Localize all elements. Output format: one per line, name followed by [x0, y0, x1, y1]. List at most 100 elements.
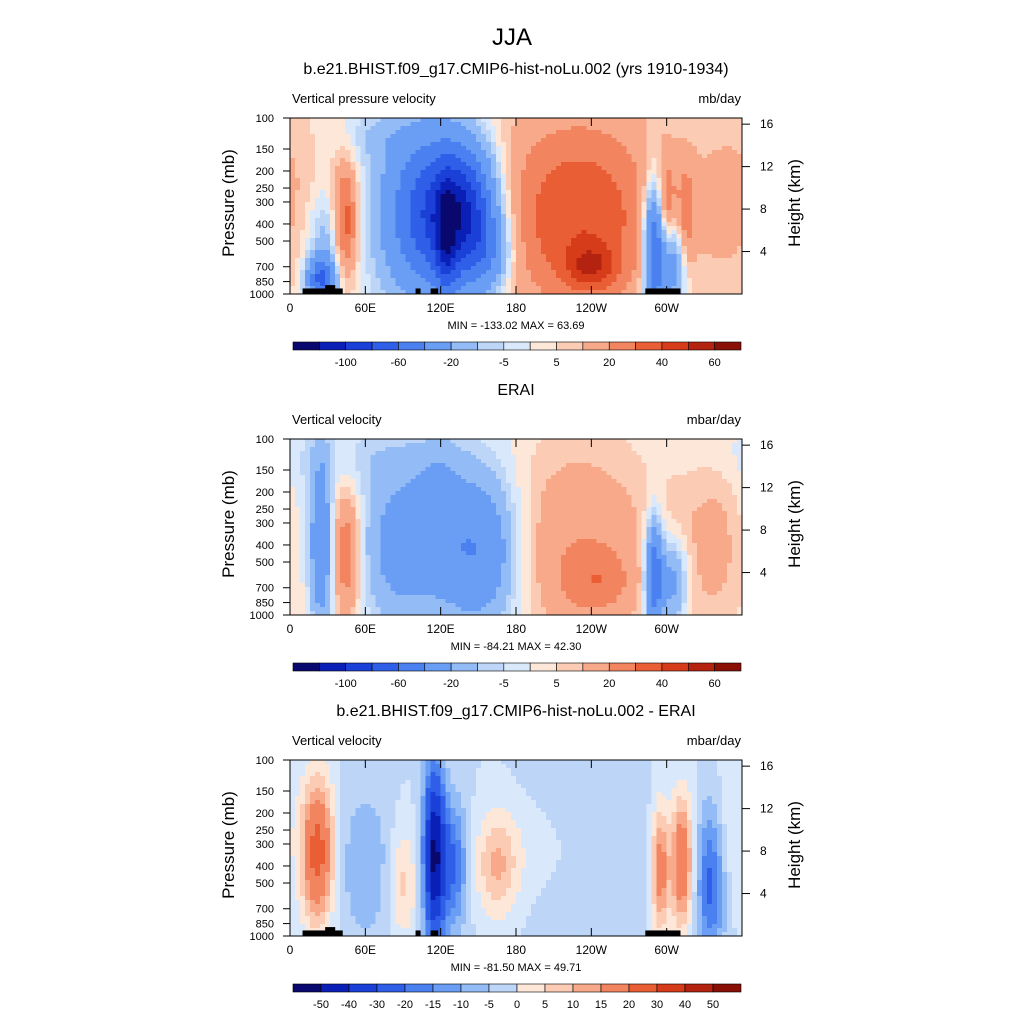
heatmap-cell [305, 122, 311, 127]
heatmap-cell [435, 126, 442, 131]
heatmap-cell [646, 190, 653, 195]
heatmap-cell [721, 447, 728, 452]
heatmap-cell [531, 150, 537, 155]
heatmap-cell [656, 262, 663, 267]
heatmap-cell [470, 286, 477, 291]
heatmap-cell [435, 134, 442, 139]
heatmap-cell [656, 447, 663, 452]
heatmap-cell [465, 174, 472, 179]
heatmap-cell [505, 254, 512, 259]
heatmap-cell [716, 190, 723, 195]
heatmap-cell [576, 142, 582, 147]
heatmap-cell [335, 186, 341, 191]
heatmap-cell [455, 475, 462, 480]
heatmap-cell [686, 154, 693, 159]
heatmap-cell [440, 214, 447, 219]
heatmap-cell [415, 443, 422, 448]
heatmap-cell [325, 246, 331, 251]
heatmap-cell [686, 234, 693, 239]
heatmap-cell [711, 210, 718, 215]
heatmap-cell [691, 222, 698, 227]
heatmap-cell [505, 150, 512, 155]
heatmap-cell [300, 234, 306, 239]
heatmap-cell [596, 214, 602, 219]
heatmap-cell [310, 130, 316, 135]
heatmap-cell [611, 214, 618, 219]
heatmap-cell [435, 146, 442, 151]
heatmap-cell [405, 270, 412, 275]
heatmap-cell [631, 262, 638, 267]
heatmap-cell [465, 471, 472, 476]
heatmap-cell [470, 134, 477, 139]
heatmap-cell [576, 130, 582, 135]
heatmap-cell [350, 126, 356, 131]
heatmap-cell [495, 471, 502, 476]
heatmap-cell [325, 479, 331, 484]
heatmap-cell [681, 467, 688, 472]
heatmap-cell [500, 170, 507, 175]
heatmap-cell [621, 254, 628, 259]
heatmap-cell [325, 262, 331, 267]
heatmap-cell [726, 174, 733, 179]
heatmap-cell [385, 463, 392, 468]
heatmap-cell [350, 258, 356, 263]
heatmap-cell [641, 198, 648, 203]
heatmap-cell [355, 134, 361, 139]
heatmap-cell [390, 238, 397, 243]
heatmap-cell [531, 142, 537, 147]
heatmap-cell [380, 451, 387, 456]
heatmap-cell [300, 150, 306, 155]
colorbar-bin [319, 341, 347, 351]
heatmap-cell [290, 286, 296, 291]
heatmap-cell [576, 266, 582, 271]
heatmap-cell [380, 170, 387, 175]
heatmap-cell [475, 130, 482, 135]
heatmap-cell [596, 150, 602, 155]
heatmap-cell [380, 190, 387, 195]
heatmap-cell [295, 150, 301, 155]
heatmap-cell [465, 198, 472, 203]
heatmap-cell [380, 270, 387, 275]
heatmap-cell [475, 182, 482, 187]
heatmap-cell [531, 158, 537, 163]
heatmap-cell [480, 138, 487, 143]
heatmap-cell [646, 286, 653, 291]
heatmap-cell [315, 282, 321, 287]
heatmap-cell [415, 238, 422, 243]
heatmap-cell [546, 170, 552, 175]
x-tick-label: 120E [427, 301, 455, 315]
heatmap-cell [601, 134, 607, 139]
heatmap-cell [410, 475, 417, 480]
heatmap-cell [576, 258, 582, 263]
heatmap-cell [596, 234, 602, 239]
heatmap-cell [726, 439, 733, 444]
heatmap-cell [571, 206, 577, 211]
heatmap-cell [315, 258, 321, 263]
heatmap-cell [440, 266, 447, 271]
heatmap-cell [696, 182, 703, 187]
heatmap-cell [495, 138, 502, 143]
heatmap-cell [380, 150, 387, 155]
heatmap-cell [726, 278, 733, 283]
heatmap-cell [430, 479, 437, 484]
heatmap-cell [651, 198, 658, 203]
heatmap-cell [395, 170, 402, 175]
heatmap-cell [410, 162, 417, 167]
heatmap-cell [571, 278, 577, 283]
heatmap-cell [541, 282, 547, 287]
heatmap-cell [495, 182, 502, 187]
heatmap-cell [440, 194, 447, 199]
heatmap-cell [455, 174, 462, 179]
heatmap-cell [310, 479, 316, 484]
heatmap-cell [380, 174, 387, 179]
heatmap-cell [706, 443, 713, 448]
height-tick-label: 4 [760, 245, 767, 259]
heatmap-cell [435, 174, 442, 179]
heatmap-cell [465, 459, 472, 464]
heatmap-cell [390, 459, 397, 464]
heatmap-cell [581, 286, 587, 291]
heatmap-cell [500, 190, 507, 195]
heatmap-cell [455, 238, 462, 243]
heatmap-cell [616, 238, 623, 243]
heatmap-cell [731, 214, 738, 219]
